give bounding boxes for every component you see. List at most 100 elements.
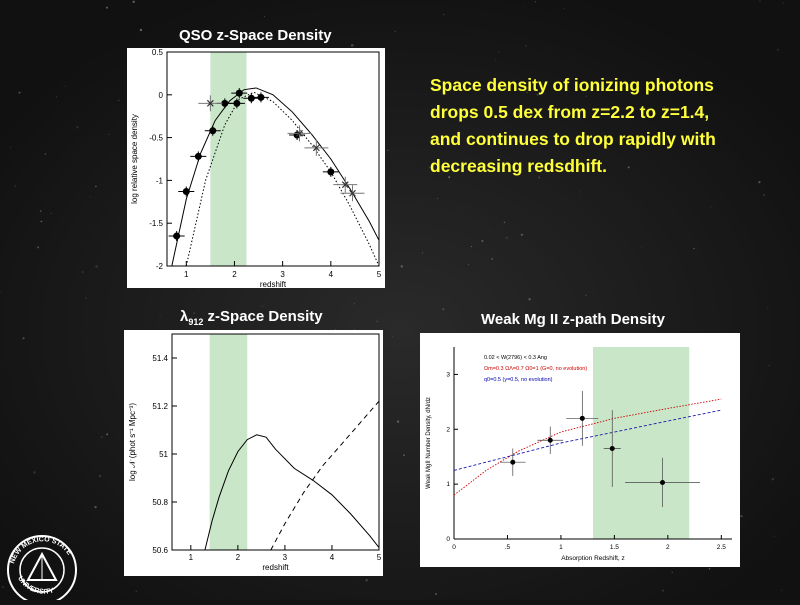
- x-tick-label: 4: [329, 270, 334, 279]
- background-star: [108, 133, 110, 136]
- background-star: [354, 329, 355, 331]
- x-tick-label: 1: [184, 270, 189, 279]
- qso-cross-point: [349, 189, 356, 197]
- background-star: [773, 535, 776, 537]
- background-star: [2, 586, 4, 589]
- background-star: [759, 0, 761, 2]
- qso-density-plot: 1 2 3 4 5 0.5 0 -0.5 -1 -1.5 -2 redshift log relativ…: [130, 48, 382, 289]
- svg-text:NEW MEXICO STATE: NEW MEXICO STATE: [9, 536, 73, 564]
- background-star: [627, 166, 630, 169]
- background-star: [661, 589, 665, 592]
- background-star: [422, 252, 424, 254]
- dashed-density-curve: [270, 400, 380, 551]
- plot-frame: [171, 333, 380, 551]
- background-star: [22, 337, 25, 340]
- background-star: [528, 298, 531, 301]
- background-star: [396, 420, 400, 423]
- background-star: [261, 305, 263, 307]
- background-star: [671, 571, 674, 574]
- background-star: [64, 85, 66, 87]
- solid-model-curve: [171, 87, 380, 267]
- background-star: [498, 51, 500, 53]
- background-star: [585, 294, 587, 296]
- y-tick-label: 0: [446, 536, 450, 543]
- qso-data-point: [209, 127, 217, 135]
- y-tick-label: 2: [446, 426, 450, 433]
- background-star: [95, 185, 97, 188]
- background-star: [442, 13, 445, 16]
- background-star: [18, 91, 21, 94]
- background-star: [505, 236, 509, 239]
- background-star: [100, 435, 103, 439]
- solid-density-curve: [204, 434, 380, 551]
- x-tick-label: 4: [330, 553, 335, 562]
- background-star: [135, 590, 138, 593]
- background-star: [435, 592, 438, 595]
- background-star: [37, 246, 40, 249]
- background-star: [391, 335, 393, 337]
- nmsu-seal-icon: NEW MEXICO STATE UNIVERSITY: [0, 518, 82, 605]
- background-star: [0, 291, 1, 294]
- background-star: [563, 8, 565, 10]
- lambda912-density-chart: 1 2 3 4 5 51.4 51.2 51 50.8 50.6 redshift log 𝒩 (ph…: [124, 330, 383, 576]
- background-star: [95, 265, 98, 268]
- legend-entry: 0.02 < W(2796) < 0.3 Ang: [484, 355, 547, 361]
- background-star: [403, 454, 405, 457]
- background-star: [767, 308, 769, 310]
- background-star: [740, 515, 743, 518]
- x-tick-label: 2.5: [717, 544, 726, 551]
- qso-chart-title: QSO z-Space Density: [179, 27, 332, 44]
- background-star: [481, 239, 484, 243]
- background-star: [708, 568, 711, 570]
- headline-line: and continues to drop rapidly with: [430, 129, 716, 149]
- qso-cross-point: [312, 144, 320, 152]
- red-model-line: [453, 398, 722, 496]
- x-tick-label: 5: [377, 553, 382, 562]
- background-star: [487, 230, 489, 232]
- y-tick-label: -2: [156, 262, 164, 271]
- x-tick-label: 1: [189, 553, 194, 562]
- background-star: [468, 264, 470, 266]
- background-star: [525, 45, 527, 47]
- qso-cross-point: [296, 129, 303, 137]
- mgii-data-point: [660, 479, 665, 485]
- x-tick-label: 0: [452, 544, 456, 551]
- background-star: [781, 589, 783, 591]
- background-star: [428, 166, 431, 169]
- blue-model-line: [453, 409, 722, 471]
- background-star: [44, 153, 47, 155]
- x-tick-label: .5: [505, 544, 511, 551]
- y-tick-label: 50.8: [152, 498, 168, 507]
- x-tick-label: 2: [236, 553, 241, 562]
- qso-data-point: [194, 152, 202, 160]
- x-axis-label: Absorption Redshift, z: [561, 555, 625, 562]
- x-tick-label: 2: [232, 270, 237, 279]
- lambda912-title-symbol: λ: [180, 308, 189, 325]
- background-star: [55, 96, 57, 98]
- background-star: [534, 1, 536, 3]
- background-star: [235, 598, 236, 600]
- background-star: [536, 93, 539, 96]
- x-axis-label: redshift: [260, 280, 287, 288]
- qso-data-point: [257, 93, 265, 101]
- background-star: [400, 265, 403, 268]
- background-star: [50, 212, 52, 215]
- x-tick-label: 2: [666, 544, 670, 551]
- y-axis-label: log relative space density: [130, 114, 139, 204]
- lambda912-title-subscript: 912: [188, 317, 204, 327]
- background-star: [84, 297, 87, 299]
- y-tick-label: 51.2: [152, 402, 168, 411]
- qso-data-point: [247, 94, 255, 102]
- lambda912-chart-title: λ912 z-Space Density: [180, 308, 323, 327]
- background-star: [89, 196, 91, 198]
- headline-line: drops 0.5 dex from z=2.2 to z=1.4,: [430, 102, 710, 122]
- y-tick-label: -1.5: [149, 219, 163, 228]
- background-star: [376, 320, 379, 323]
- background-star: [118, 99, 120, 102]
- background-star: [693, 247, 695, 250]
- x-tick-label: 1: [559, 544, 563, 551]
- background-star: [758, 180, 761, 184]
- background-star: [768, 364, 771, 367]
- background-star: [94, 505, 97, 509]
- background-star: [641, 246, 643, 248]
